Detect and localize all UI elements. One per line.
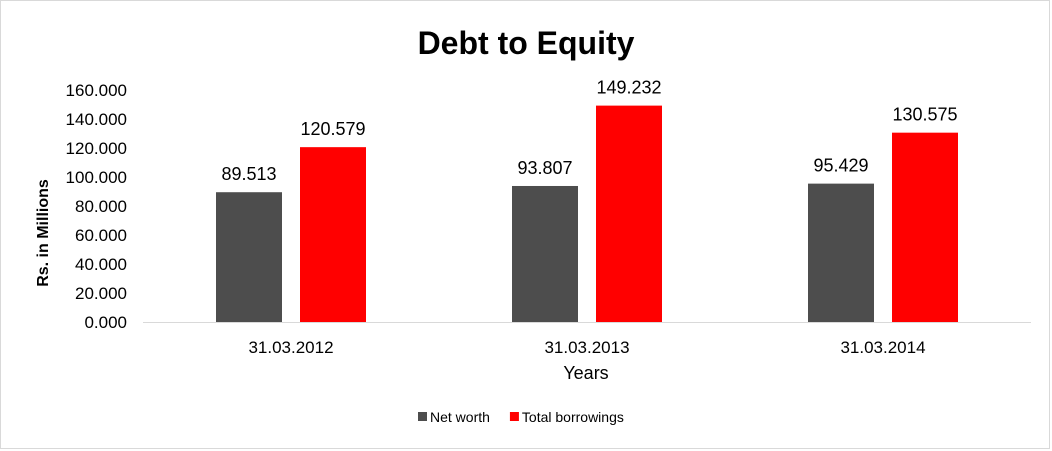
bar — [596, 105, 662, 322]
bar — [808, 183, 874, 322]
bar — [300, 147, 366, 322]
y-axis-ticks: 0.000 20.000 40.000 60.000 80.000 100.000 120.… — [66, 81, 127, 332]
bar — [216, 192, 282, 322]
y-axis-label: Rs. in Millions — [35, 179, 52, 287]
bar — [512, 185, 578, 322]
chart-title: Debt to Equity — [418, 25, 635, 61]
legend-swatch — [418, 412, 427, 421]
y-tick-label: 0.000 — [84, 313, 127, 332]
y-tick-label: 100.000 — [66, 168, 127, 187]
x-tick-label: 31.03.2012 — [248, 338, 333, 357]
y-tick-label: 40.000 — [75, 255, 127, 274]
x-axis-categories: 31.03.2012 31.03.2013 31.03.2014 — [248, 338, 925, 357]
legend: Net worth Total borrowings — [418, 409, 624, 425]
data-label: 93.807 — [517, 158, 572, 178]
bar — [892, 132, 958, 322]
y-tick-label: 160.000 — [66, 81, 127, 100]
x-tick-label: 31.03.2014 — [840, 338, 925, 357]
x-axis-label: Years — [563, 363, 608, 383]
data-label: 89.513 — [221, 164, 276, 184]
data-label: 130.575 — [892, 105, 957, 125]
legend-swatch — [509, 412, 519, 421]
data-label: 149.232 — [596, 78, 661, 98]
data-labels: 89.513 120.579 93.807 149.232 95.429 130.575 — [221, 78, 957, 185]
x-tick-label: 31.03.2013 — [544, 338, 629, 357]
y-tick-label: 20.000 — [75, 284, 127, 303]
legend-label: Net worth — [430, 409, 490, 425]
y-tick-label: 120.000 — [66, 139, 127, 158]
legend-label: Total borrowings — [522, 409, 624, 425]
data-label: 95.429 — [813, 156, 868, 176]
y-tick-label: 80.000 — [75, 197, 127, 216]
y-tick-label: 60.000 — [75, 226, 127, 245]
data-label: 120.579 — [300, 119, 365, 139]
y-tick-label: 140.000 — [66, 110, 127, 129]
bars — [216, 105, 958, 322]
